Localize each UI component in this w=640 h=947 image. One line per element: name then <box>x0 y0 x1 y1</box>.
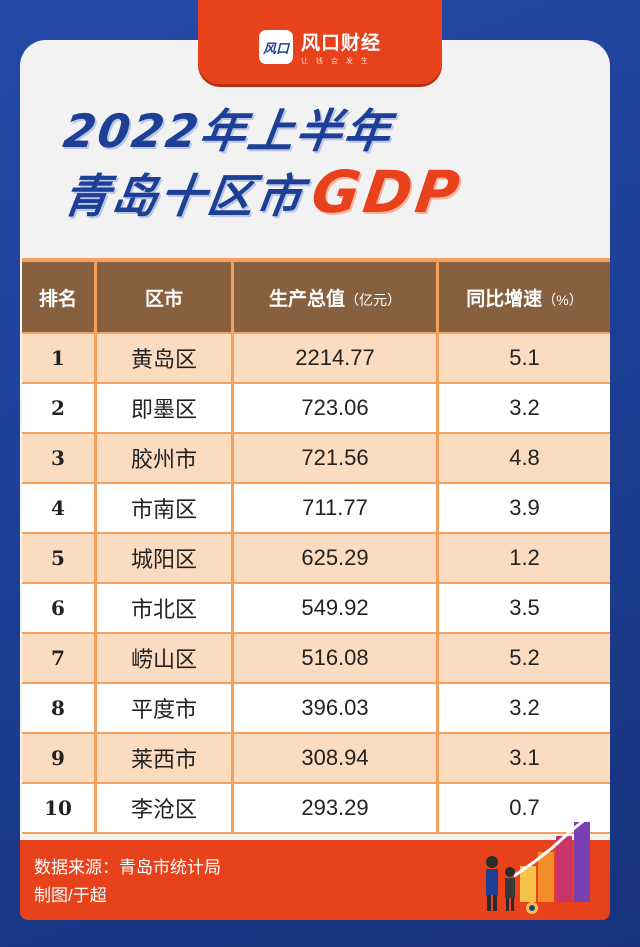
table-row: 8 平度市 396.03 3.2 <box>22 684 610 732</box>
cell-city: 莱西市 <box>97 734 234 782</box>
cell-rate: 3.1 <box>439 734 610 782</box>
brand-logo-text: 风口财经 让 钱 会 发 生 <box>301 28 381 66</box>
table-row: 7 崂山区 516.08 5.2 <box>22 634 610 682</box>
author-credit-text: 制图/于超 <box>34 886 107 905</box>
cell-city: 即墨区 <box>97 384 234 432</box>
footer-credits: 数据来源：青岛市统计局 制图/于超 <box>34 854 221 910</box>
cell-city: 平度市 <box>97 684 234 732</box>
cell-city: 城阳区 <box>97 534 234 582</box>
cell-rank: 1 <box>22 334 97 382</box>
header-gdp-label: 生产总值 <box>268 288 345 310</box>
brand-logo-icon: 风口 <box>258 30 293 64</box>
title-gdp: GDP <box>307 158 468 226</box>
header-rate-unit: （%） <box>542 291 583 308</box>
cell-gdp: 711.77 <box>234 484 439 532</box>
header-rate-label: 同比增速 <box>466 288 543 310</box>
table-row: 2 即墨区 723.06 3.2 <box>22 384 610 432</box>
cell-rate: 3.9 <box>439 484 610 532</box>
cell-rate: 0.7 <box>439 784 610 832</box>
title-subject: 青岛十区市 GDP <box>59 158 588 226</box>
cell-rank: 4 <box>22 484 97 532</box>
cell-rate: 5.2 <box>439 634 610 682</box>
title-region: 青岛十区市 <box>59 169 308 223</box>
cell-rank: 3 <box>22 434 97 482</box>
footer-band: 数据来源：青岛市统计局 制图/于超 <box>20 808 610 920</box>
brand-tab: 风口 风口财经 让 钱 会 发 生 <box>198 0 442 84</box>
cell-gdp: 396.03 <box>234 684 439 732</box>
cell-rank: 5 <box>22 534 97 582</box>
header-gdp: 生产总值（亿元） <box>234 262 439 332</box>
gdp-table-container: 排名 区市 生产总值（亿元） 同比增速（%） 1 黄岛区 2214.77 5.1… <box>22 258 610 834</box>
cell-city: 市北区 <box>97 584 234 632</box>
cell-rank: 8 <box>22 684 97 732</box>
brand-slogan: 让 钱 会 发 生 <box>300 58 371 65</box>
cell-gdp: 549.92 <box>234 584 439 632</box>
gdp-table: 排名 区市 生产总值（亿元） 同比增速（%） 1 黄岛区 2214.77 5.1… <box>22 260 610 834</box>
header-city: 区市 <box>97 262 234 332</box>
cell-rate: 3.2 <box>439 684 610 732</box>
cell-gdp: 2214.77 <box>234 334 439 382</box>
cell-rate: 4.8 <box>439 434 610 482</box>
cell-rank: 10 <box>22 784 97 832</box>
table-row: 4 市南区 711.77 3.9 <box>22 484 610 532</box>
table-row: 10 李沧区 293.29 0.7 <box>22 784 610 832</box>
cell-city: 崂山区 <box>97 634 234 682</box>
cell-rank: 2 <box>22 384 97 432</box>
brand-name: 风口财经 <box>300 32 381 54</box>
cell-rank: 6 <box>22 584 97 632</box>
cell-rank: 9 <box>22 734 97 782</box>
cell-city: 市南区 <box>97 484 234 532</box>
cell-gdp: 308.94 <box>234 734 439 782</box>
table-row: 9 莱西市 308.94 3.1 <box>22 734 610 782</box>
title-period: 2022年上半年 <box>60 104 396 158</box>
header-gdp-unit: （亿元） <box>345 291 401 308</box>
table-row: 6 市北区 549.92 3.5 <box>22 584 610 632</box>
table-header-row: 排名 区市 生产总值（亿元） 同比增速（%） <box>22 262 610 332</box>
cell-gdp: 516.08 <box>234 634 439 682</box>
cell-gdp: 625.29 <box>234 534 439 582</box>
business-people-growth-chart-illustration-icon <box>486 808 598 914</box>
cell-rank: 7 <box>22 634 97 682</box>
cell-rate: 3.5 <box>439 584 610 632</box>
table-row: 3 胶州市 721.56 4.8 <box>22 434 610 482</box>
cell-gdp: 721.56 <box>234 434 439 482</box>
table-row: 5 城阳区 625.29 1.2 <box>22 534 610 582</box>
cell-rate: 1.2 <box>439 534 610 582</box>
cell-gdp: 293.29 <box>234 784 439 832</box>
cell-city: 黄岛区 <box>97 334 234 382</box>
cell-city: 李沧区 <box>97 784 234 832</box>
data-source-text: 数据来源：青岛市统计局 <box>34 858 221 877</box>
header-rate: 同比增速（%） <box>439 262 610 332</box>
cell-rate: 5.1 <box>439 334 610 382</box>
header-rank: 排名 <box>22 262 97 332</box>
page-title: 2022年上半年 青岛十区市 GDP <box>60 104 584 226</box>
table-row: 1 黄岛区 2214.77 5.1 <box>22 334 610 382</box>
brand-logo: 风口 风口财经 让 钱 会 发 生 <box>198 28 442 66</box>
cell-rate: 3.2 <box>439 384 610 432</box>
cell-city: 胶州市 <box>97 434 234 482</box>
cell-gdp: 723.06 <box>234 384 439 432</box>
